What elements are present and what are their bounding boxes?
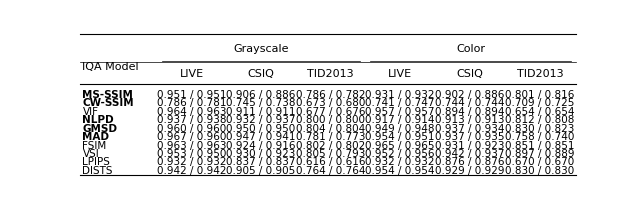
Text: 0.654 / 0.654: 0.654 / 0.654 — [506, 106, 575, 116]
Text: 0.670 / 0.670: 0.670 / 0.670 — [506, 157, 575, 167]
Text: 0.786 / 0.782: 0.786 / 0.782 — [296, 89, 365, 99]
Text: 0.913 / 0.913: 0.913 / 0.913 — [435, 115, 504, 125]
Text: LIVE: LIVE — [388, 69, 412, 79]
Text: CSIQ: CSIQ — [248, 69, 275, 79]
Text: 0.929 / 0.929: 0.929 / 0.929 — [435, 165, 504, 175]
Text: 0.851 / 0.851: 0.851 / 0.851 — [506, 140, 575, 150]
Text: 0.942 / 0.942: 0.942 / 0.942 — [157, 165, 227, 175]
Text: 0.781 / 0.773: 0.781 / 0.773 — [296, 132, 365, 141]
Text: 0.709 / 0.725: 0.709 / 0.725 — [506, 98, 575, 108]
Text: 0.897 / 0.889: 0.897 / 0.889 — [506, 148, 575, 158]
Text: VSI: VSI — [83, 148, 99, 158]
Text: 0.942 / 0.937: 0.942 / 0.937 — [435, 148, 504, 158]
Text: 0.937 / 0.934: 0.937 / 0.934 — [435, 123, 504, 133]
Text: 0.932 / 0.932: 0.932 / 0.932 — [157, 157, 227, 167]
Text: 0.964 / 0.963: 0.964 / 0.963 — [157, 106, 227, 116]
Text: 0.805 / 0.793: 0.805 / 0.793 — [296, 148, 365, 158]
Text: 0.960 / 0.960: 0.960 / 0.960 — [157, 123, 226, 133]
Text: 0.930 / 0.923: 0.930 / 0.923 — [227, 148, 296, 158]
Text: 0.931 / 0.932: 0.931 / 0.932 — [365, 89, 435, 99]
Text: 0.937 / 0.938: 0.937 / 0.938 — [157, 115, 227, 125]
Text: 0.802 / 0.802: 0.802 / 0.802 — [296, 140, 365, 150]
Text: 0.830 / 0.823: 0.830 / 0.823 — [506, 123, 575, 133]
Text: 0.616 / 0.616: 0.616 / 0.616 — [296, 157, 365, 167]
Text: 0.758 / 0.740: 0.758 / 0.740 — [506, 132, 575, 141]
Text: GMSD: GMSD — [83, 123, 118, 133]
Text: 0.812 / 0.808: 0.812 / 0.808 — [506, 115, 575, 125]
Text: 0.741 / 0.747: 0.741 / 0.747 — [365, 98, 435, 108]
Text: 0.837 / 0.837: 0.837 / 0.837 — [227, 157, 296, 167]
Text: 0.786 / 0.781: 0.786 / 0.781 — [157, 98, 227, 108]
Text: 0.830 / 0.830: 0.830 / 0.830 — [506, 165, 575, 175]
Text: 0.745 / 0.738: 0.745 / 0.738 — [227, 98, 296, 108]
Text: 0.801 / 0.816: 0.801 / 0.816 — [506, 89, 575, 99]
Text: 0.744 / 0.744: 0.744 / 0.744 — [435, 98, 504, 108]
Text: 0.924 / 0.916: 0.924 / 0.916 — [227, 140, 296, 150]
Text: FSIM: FSIM — [83, 140, 107, 150]
Text: 0.949 / 0.948: 0.949 / 0.948 — [365, 123, 435, 133]
Text: 0.951 / 0.951: 0.951 / 0.951 — [157, 89, 227, 99]
Text: Color: Color — [456, 44, 485, 54]
Text: 0.947 / 0.941: 0.947 / 0.941 — [227, 132, 296, 141]
Text: CSIQ: CSIQ — [456, 69, 483, 79]
Text: 0.677 / 0.676: 0.677 / 0.676 — [296, 106, 365, 116]
Text: LIVE: LIVE — [180, 69, 204, 79]
Text: 0.937 / 0.935: 0.937 / 0.935 — [435, 132, 504, 141]
Text: DISTS: DISTS — [83, 165, 113, 175]
Text: 0.932 / 0.932: 0.932 / 0.932 — [365, 157, 435, 167]
Text: NLPD: NLPD — [83, 115, 114, 125]
Text: 0.954 / 0.954: 0.954 / 0.954 — [365, 165, 435, 175]
Text: 0.917 / 0.914: 0.917 / 0.914 — [365, 115, 435, 125]
Text: 0.902 / 0.886: 0.902 / 0.886 — [435, 89, 504, 99]
Text: 0.764 / 0.764: 0.764 / 0.764 — [296, 165, 365, 175]
Text: LPIPS: LPIPS — [83, 157, 110, 167]
Text: TID2013: TID2013 — [516, 69, 563, 79]
Text: 0.894 / 0.894: 0.894 / 0.894 — [435, 106, 504, 116]
Text: 0.932 / 0.937: 0.932 / 0.937 — [227, 115, 296, 125]
Text: 0.965 / 0.965: 0.965 / 0.965 — [365, 140, 435, 150]
Text: 0.931 / 0.923: 0.931 / 0.923 — [435, 140, 504, 150]
Text: 0.950 / 0.950: 0.950 / 0.950 — [227, 123, 296, 133]
Text: 0.954 / 0.951: 0.954 / 0.951 — [365, 132, 435, 141]
Text: MS-SSIM: MS-SSIM — [83, 89, 133, 99]
Text: 0.876 / 0.876: 0.876 / 0.876 — [435, 157, 504, 167]
Text: Grayscale: Grayscale — [234, 44, 289, 54]
Text: 0.905 / 0.905: 0.905 / 0.905 — [227, 165, 296, 175]
Text: CW-SSIM: CW-SSIM — [83, 98, 134, 108]
Text: MAD: MAD — [83, 132, 109, 141]
Text: 0.800 / 0.800: 0.800 / 0.800 — [296, 115, 365, 125]
Text: IQA Model: IQA Model — [83, 61, 139, 71]
Text: 0.673 / 0.680: 0.673 / 0.680 — [296, 98, 365, 108]
Text: 0.911 / 0.911: 0.911 / 0.911 — [227, 106, 296, 116]
Text: 0.804 / 0.804: 0.804 / 0.804 — [296, 123, 365, 133]
Text: VIF: VIF — [83, 106, 99, 116]
Text: 0.963 / 0.963: 0.963 / 0.963 — [157, 140, 227, 150]
Text: 0.953 / 0.950: 0.953 / 0.950 — [157, 148, 227, 158]
Text: 0.906 / 0.886: 0.906 / 0.886 — [227, 89, 296, 99]
Text: 0.967 / 0.960: 0.967 / 0.960 — [157, 132, 227, 141]
Text: 0.952 / 0.956: 0.952 / 0.956 — [365, 148, 435, 158]
Text: 0.957 / 0.957: 0.957 / 0.957 — [365, 106, 435, 116]
Text: TID2013: TID2013 — [307, 69, 354, 79]
